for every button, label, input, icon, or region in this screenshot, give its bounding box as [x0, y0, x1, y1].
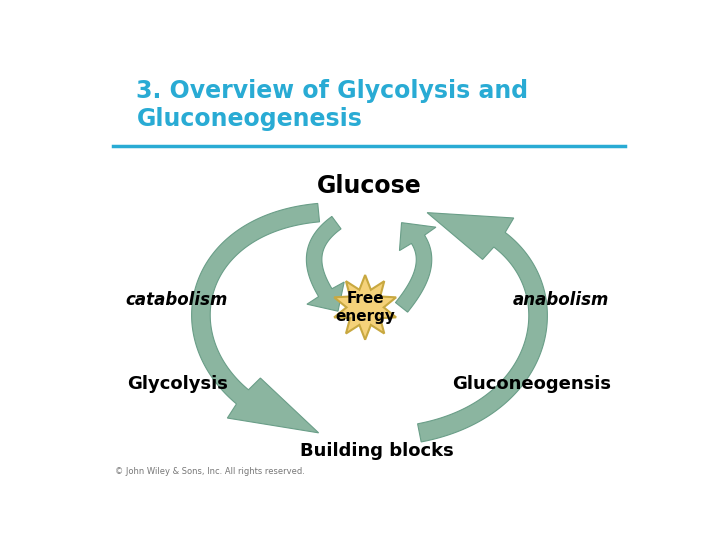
Polygon shape — [418, 213, 547, 442]
Text: Gluconeogenesis: Gluconeogenesis — [137, 107, 362, 131]
Text: anabolism: anabolism — [513, 291, 608, 309]
Text: Glycolysis: Glycolysis — [127, 375, 228, 393]
Text: © John Wiley & Sons, Inc. All rights reserved.: © John Wiley & Sons, Inc. All rights res… — [114, 467, 305, 476]
Text: 3. Overview of Glycolysis and: 3. Overview of Glycolysis and — [137, 79, 528, 103]
Polygon shape — [192, 204, 320, 433]
Text: Glucose: Glucose — [317, 174, 421, 198]
Text: Building blocks: Building blocks — [300, 442, 454, 460]
Text: catabolism: catabolism — [125, 291, 228, 309]
Polygon shape — [307, 217, 344, 311]
Polygon shape — [334, 275, 396, 340]
Text: Gluconeogensis: Gluconeogensis — [452, 375, 611, 393]
Text: Free
energy: Free energy — [336, 291, 395, 323]
Polygon shape — [395, 222, 436, 312]
